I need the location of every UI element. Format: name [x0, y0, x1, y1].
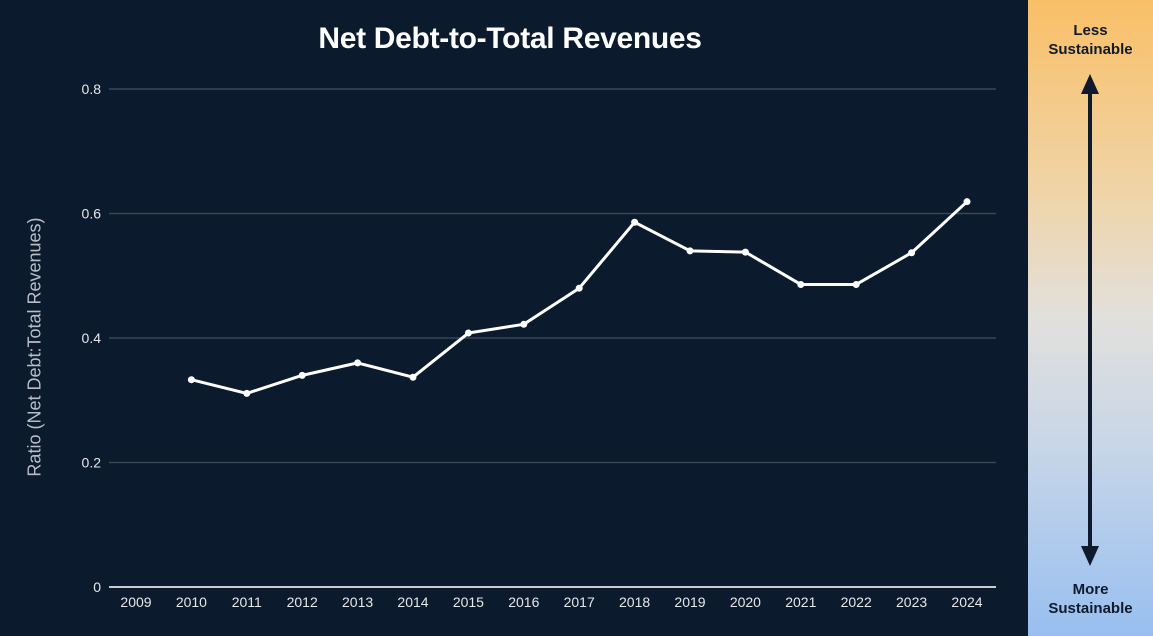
arrow-down-head — [1081, 546, 1099, 566]
x-tick-label: 2020 — [730, 594, 761, 610]
x-tick-label: 2016 — [508, 594, 539, 610]
more-label-line1: More — [1072, 581, 1109, 598]
y-tick-label: 0 — [93, 579, 101, 595]
data-point — [741, 248, 749, 256]
data-point — [409, 373, 417, 381]
x-tick-label: 2019 — [674, 594, 705, 610]
data-point — [243, 389, 251, 397]
chart-title: Net Debt-to-Total Revenues — [318, 22, 702, 55]
data-point — [852, 280, 860, 288]
y-tick-label: 0.4 — [82, 330, 102, 346]
x-tick-label: 2018 — [619, 594, 650, 610]
less-label-line1: Less — [1073, 22, 1108, 39]
y-tick-label: 0.6 — [82, 206, 102, 222]
sustainability-scale: Less Sustainable More Sustainable — [1028, 0, 1153, 636]
data-point — [963, 198, 971, 206]
data-point — [631, 218, 639, 226]
x-tick-label: 2015 — [453, 594, 484, 610]
data-point — [520, 320, 528, 328]
double-arrow-icon — [1081, 74, 1099, 566]
data-point — [298, 371, 306, 379]
data-point — [797, 280, 805, 288]
arrow-up-head — [1081, 74, 1099, 94]
more-sustainable-label: More Sustainable — [1028, 580, 1153, 618]
data-point — [187, 376, 195, 384]
x-tick-label: 2013 — [342, 594, 373, 610]
x-tick-label: 2017 — [564, 594, 595, 610]
less-sustainable-label: Less Sustainable — [1028, 21, 1153, 59]
x-tick-label: 2009 — [120, 594, 151, 610]
less-label-line2: Sustainable — [1048, 41, 1133, 58]
data-point — [908, 249, 916, 257]
series-line — [191, 200, 969, 395]
chart-area: Net Debt-to-Total Revenues Ratio (Net De… — [24, 22, 996, 610]
y-tick-label: 0.2 — [82, 455, 102, 471]
more-label-line2: Sustainable — [1048, 600, 1133, 617]
data-point — [686, 247, 694, 255]
data-point — [464, 329, 472, 337]
x-tick-label: 2024 — [951, 594, 982, 610]
data-point — [354, 359, 362, 367]
x-tick-label: 2011 — [232, 594, 262, 610]
x-tick-label: 2010 — [176, 594, 207, 610]
x-tick-label: 2023 — [896, 594, 927, 610]
x-tick-label: 2021 — [785, 594, 816, 610]
data-point — [575, 284, 583, 292]
x-tick-label: 2012 — [287, 594, 318, 610]
x-tick-label: 2022 — [841, 594, 872, 610]
y-tick-label: 0.8 — [82, 81, 102, 97]
line-chart: 0 0.2 0.4 0.6 0.8 2009 2010 2011 2012 2013 2014 201… — [82, 81, 996, 610]
x-tick-label: 2014 — [397, 594, 428, 610]
